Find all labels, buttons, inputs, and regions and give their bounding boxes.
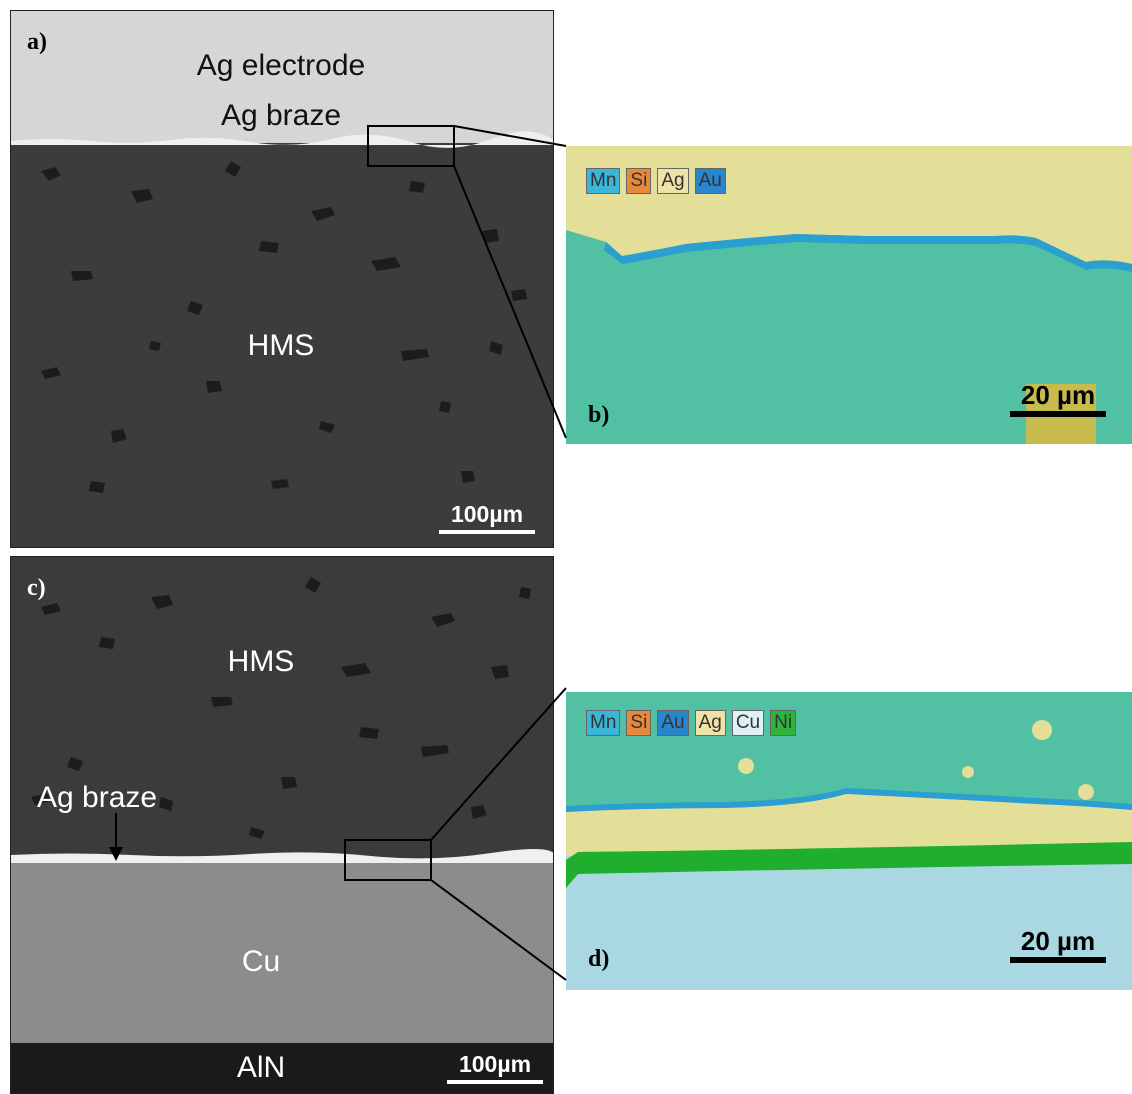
scale-bar-d: 20 µm <box>1010 926 1106 963</box>
label-ag-braze-a: Ag braze <box>220 99 342 132</box>
legend-d: Mn Si Au Ag Cu Ni <box>586 710 797 736</box>
sem-image-c <box>11 557 553 1093</box>
scale-line-c <box>447 1080 543 1084</box>
legend-au-b: Au <box>694 168 726 194</box>
legend-si-d: Si <box>626 710 652 736</box>
eds-panel-d: Mn Si Au Ag Cu Ni d) 20 µm <box>566 692 1132 990</box>
legend-ni-d: Ni <box>770 710 797 736</box>
label-hms-c: HMS <box>227 645 295 678</box>
legend-ag-d: Ag <box>694 710 726 736</box>
label-cu: Cu <box>241 945 281 978</box>
label-hms-a: HMS <box>247 329 315 362</box>
legend-au-d: Au <box>657 710 689 736</box>
panel-label-d: d) <box>588 946 610 972</box>
scale-text-c: 100µm <box>458 1051 532 1077</box>
arrow-icon <box>115 813 117 849</box>
scale-text-d: 20 µm <box>1020 926 1096 956</box>
sem-panel-a: a) Ag electrode Ag braze HMS 100µm <box>10 10 554 548</box>
sem-panel-c: c) HMS Ag braze Cu AlN 100µm <box>10 556 554 1094</box>
scale-line-a <box>439 530 535 534</box>
panel-label-c: c) <box>27 575 46 601</box>
legend-cu-d: Cu <box>731 710 765 736</box>
panel-label-a: a) <box>27 29 47 55</box>
eds-image-d <box>566 692 1132 990</box>
legend-b: Mn Si Ag Au <box>586 168 726 194</box>
scale-line-b <box>1010 411 1106 417</box>
scale-bar-c: 100µm <box>447 1051 543 1084</box>
scale-bar-b: 20 µm <box>1010 380 1106 417</box>
scale-text-b: 20 µm <box>1020 380 1096 410</box>
eds-panel-b: Mn Si Ag Au b) 20 µm <box>566 146 1132 444</box>
scale-line-d <box>1010 957 1106 963</box>
legend-si-b: Si <box>626 168 652 194</box>
legend-mn-b: Mn <box>586 168 621 194</box>
label-ag-electrode: Ag electrode <box>196 49 366 82</box>
label-aln: AlN <box>236 1051 286 1084</box>
legend-mn-d: Mn <box>586 710 621 736</box>
scale-text-a: 100µm <box>450 501 524 527</box>
label-ag-braze-c: Ag braze <box>37 781 158 814</box>
scale-bar-a: 100µm <box>439 501 535 534</box>
arrow-head-icon <box>109 847 123 861</box>
sem-image-a <box>11 11 553 547</box>
legend-ag-b: Ag <box>657 168 689 194</box>
panel-label-b: b) <box>588 402 610 428</box>
